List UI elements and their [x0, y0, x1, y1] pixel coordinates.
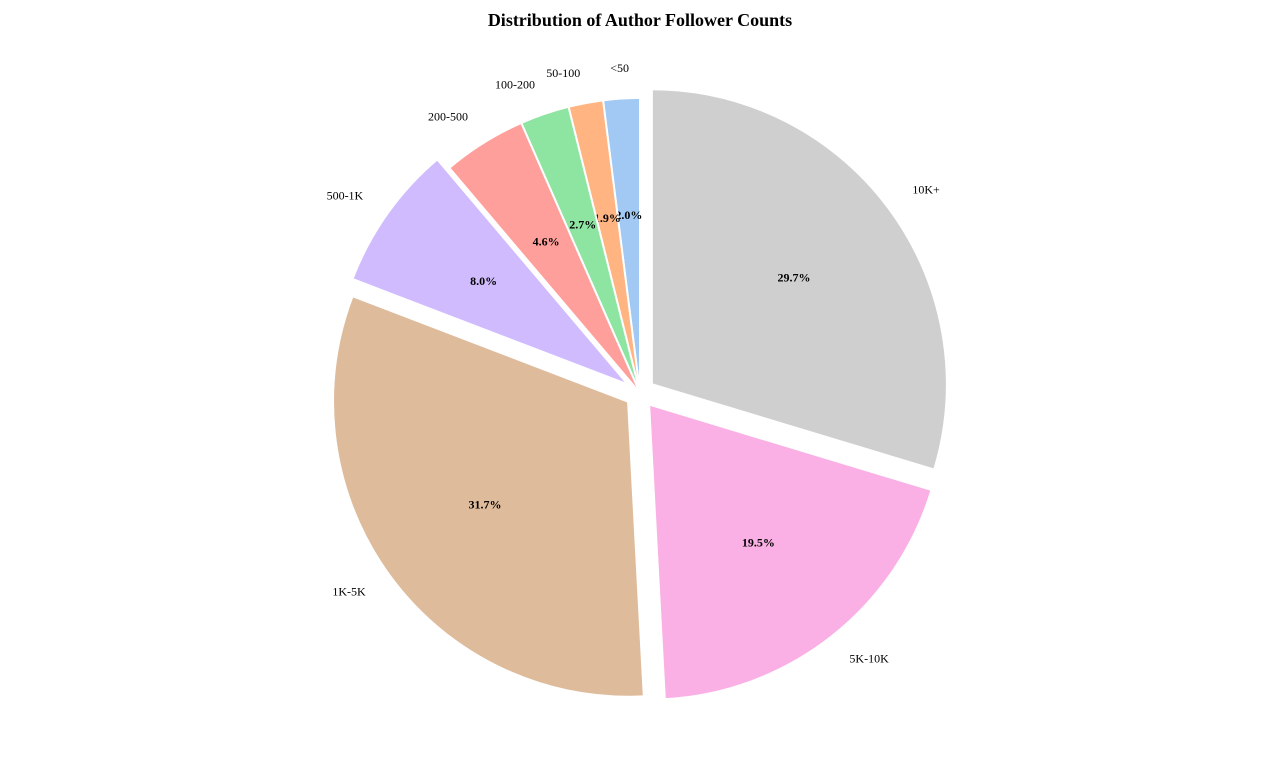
- slice-label-200-500: 200-500: [428, 110, 468, 124]
- pct-label-10k: 29.7%: [777, 270, 810, 284]
- pie-slice-500-1k: [351, 158, 629, 386]
- pct-label-1k-5k: 31.7%: [468, 498, 501, 512]
- pct-label-50: 2.0%: [615, 208, 642, 222]
- slice-label-1k-5k: 1K-5K: [332, 584, 366, 598]
- pct-label-100-200: 2.7%: [569, 217, 596, 231]
- chart-title: Distribution of Author Follower Counts: [487, 10, 793, 30]
- slice-label-100-200: 100-200: [495, 78, 535, 92]
- pct-label-500-1k: 8.0%: [470, 274, 497, 288]
- pct-label-5k-10k: 19.5%: [742, 536, 775, 550]
- pie-slice-200-500: [447, 121, 641, 394]
- pie-slice-5k-10k: [648, 403, 933, 701]
- pct-label-50-100: 1.9%: [594, 211, 621, 225]
- slice-label-50: <50: [610, 61, 629, 75]
- slice-label-10k: 10K+: [912, 183, 940, 197]
- pie-slice-1k-5k: [332, 294, 645, 698]
- slice-label-50-100: 50-100: [546, 66, 580, 80]
- pct-label-200-500: 4.6%: [533, 235, 560, 249]
- pie-slice-10k: [650, 88, 948, 471]
- slice-label-5k-10k: 5K-10K: [849, 652, 889, 666]
- slice-label-500-1k: 500-1K: [327, 189, 364, 203]
